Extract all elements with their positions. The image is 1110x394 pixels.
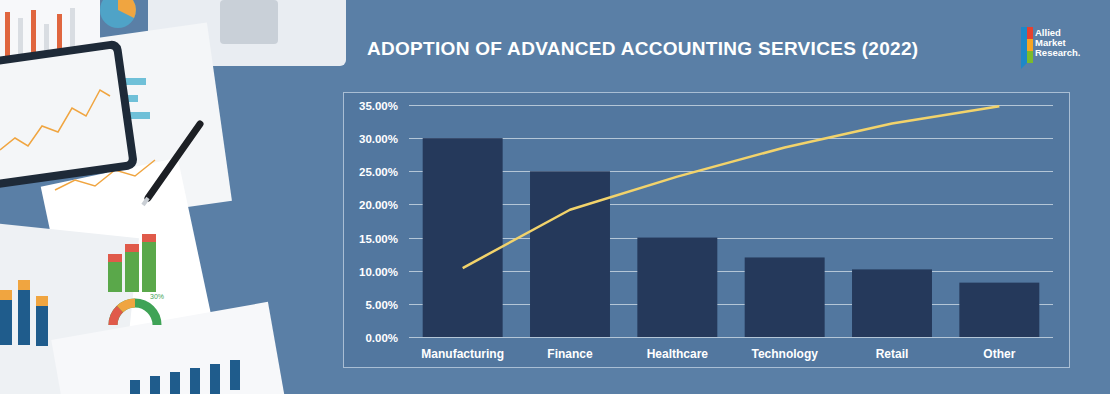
y-axis: 0.00% 5.00% 10.00% 15.00% 20.00% 25.00% 30.00%…	[359, 100, 1053, 344]
mini-bar	[0, 290, 12, 300]
grid-line	[409, 337, 1053, 338]
gauge	[120, 303, 135, 309]
mini-bar	[130, 380, 140, 394]
grid-line	[409, 238, 1053, 239]
mini-bar	[108, 262, 122, 292]
tablet	[0, 39, 138, 190]
y-tick-label: 15.00%	[359, 233, 398, 245]
bar	[637, 238, 717, 337]
y-tick-label: 10.00%	[359, 266, 398, 278]
logo-mark	[1027, 51, 1033, 63]
mini-bar	[18, 290, 30, 345]
logo-text: Research.	[1035, 47, 1080, 58]
mini-bar	[36, 296, 48, 306]
mini-bar	[5, 12, 10, 60]
bar	[530, 171, 610, 337]
laptop-pad	[220, 0, 278, 44]
y-tick-label: 35.00%	[359, 100, 398, 112]
logo-mark	[1027, 39, 1033, 51]
mini-bar	[18, 280, 30, 290]
x-tick-label: Retail	[876, 347, 909, 361]
y-tick-label: 0.00%	[365, 332, 398, 344]
chart-panel	[344, 93, 1070, 368]
mini-bar	[0, 300, 12, 345]
grid-line	[409, 304, 1053, 305]
mini-bar	[125, 252, 139, 292]
bar	[959, 283, 1039, 337]
logo-mark	[1021, 63, 1027, 69]
mini-bar	[230, 360, 240, 390]
y-tick-label: 30.00%	[359, 133, 398, 145]
x-tick-label: Finance	[547, 347, 593, 361]
grid-line	[409, 271, 1053, 272]
x-tick-label: Manufacturing	[421, 347, 504, 361]
chart-title: ADOPTION OF ADVANCED ACCOUNTING SERVICES…	[367, 38, 918, 59]
grid-line	[409, 204, 1053, 205]
mini-bar	[170, 372, 180, 394]
mini-bar	[210, 364, 220, 394]
mini-bar	[36, 306, 48, 346]
mini-bar	[142, 242, 156, 292]
gauge	[113, 303, 157, 325]
mini-bar	[142, 234, 156, 242]
pen	[148, 124, 200, 198]
chart-root: 30% ADOPTION OF ADVANCED ACCOUNTING SERVI…	[0, 0, 1110, 394]
mini-bar	[125, 244, 139, 252]
gauge	[113, 309, 120, 325]
tablet-screen	[0, 49, 129, 182]
chart-svg: 30% ADOPTION OF ADVANCED ACCOUNTING SERVI…	[0, 0, 1110, 394]
logo-mark	[1021, 27, 1027, 63]
paper	[51, 302, 288, 394]
x-tick-label: Healthcare	[647, 347, 709, 361]
x-axis: Manufacturing Finance Healthcare Technology…	[421, 347, 1015, 361]
gauge-label: 30%	[150, 293, 164, 300]
grid-line	[409, 171, 1053, 172]
y-tick-label: 5.00%	[365, 299, 398, 311]
x-tick-label: Technology	[751, 347, 818, 361]
mini-bar	[190, 368, 200, 394]
logo-mark	[1027, 27, 1033, 39]
grid-line	[409, 138, 1053, 139]
mini-bar	[150, 376, 160, 394]
x-tick-label: Other	[983, 347, 1015, 361]
y-tick-label: 20.00%	[359, 199, 398, 211]
mini-pie	[118, 0, 136, 18]
desk-illustration: 30%	[0, 0, 346, 394]
pen-tip	[143, 198, 148, 205]
mini-pie	[100, 0, 136, 28]
mini-bar	[108, 254, 122, 262]
bar	[745, 257, 825, 337]
bar	[852, 269, 932, 337]
y-tick-label: 25.00%	[359, 166, 398, 178]
line	[463, 106, 1000, 268]
grid-line	[409, 105, 1053, 106]
plot-marks	[423, 106, 1040, 337]
logo: AlliedMarketResearch.	[1021, 27, 1080, 69]
tablet-line	[0, 90, 110, 150]
bar	[423, 138, 503, 337]
